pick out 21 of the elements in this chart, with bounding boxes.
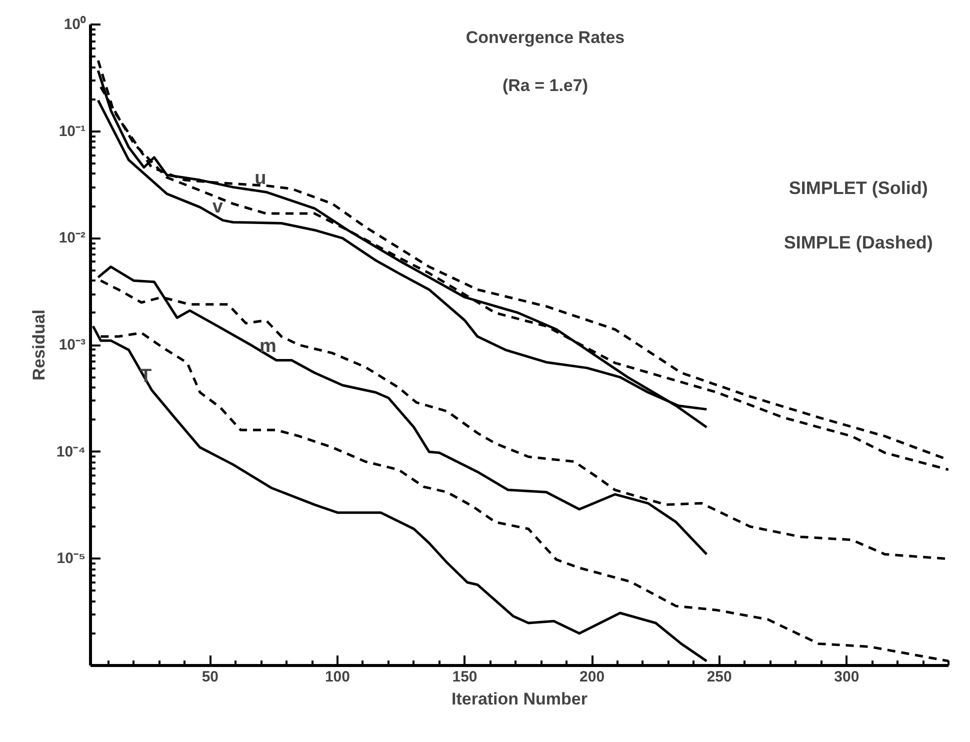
chart-title: Convergence Rates: [466, 28, 625, 47]
y-tick-label: 10⁻⁵: [56, 550, 86, 568]
y-tick-label: 10⁻²: [58, 230, 86, 247]
y-tick-label: 10⁻⁴: [56, 443, 86, 460]
x-tick-label: 200: [580, 668, 605, 686]
y-axis-title: Residual: [29, 310, 48, 380]
y-tick-label: 10⁻¹: [58, 122, 86, 140]
x-tick-label: 250: [706, 668, 732, 686]
annotation: u: [254, 168, 266, 190]
annotation: SIMPLET (Solid): [788, 178, 928, 198]
annotation: v: [212, 196, 224, 218]
text: (Ra = 1.e7): [502, 76, 588, 95]
x-axis-title: Iteration Number: [451, 690, 588, 708]
y-tick-label: 10⁰: [64, 15, 86, 33]
x-tick-label: 150: [452, 668, 478, 686]
annotation: m: [259, 336, 276, 358]
y-tick-label: 10⁻³: [58, 336, 86, 354]
annotation: SIMPLE (Dashed): [784, 232, 933, 252]
x-tick-label: 100: [324, 668, 350, 686]
x-tick-label: 50: [202, 668, 219, 686]
x-tick-label: 300: [834, 668, 860, 686]
